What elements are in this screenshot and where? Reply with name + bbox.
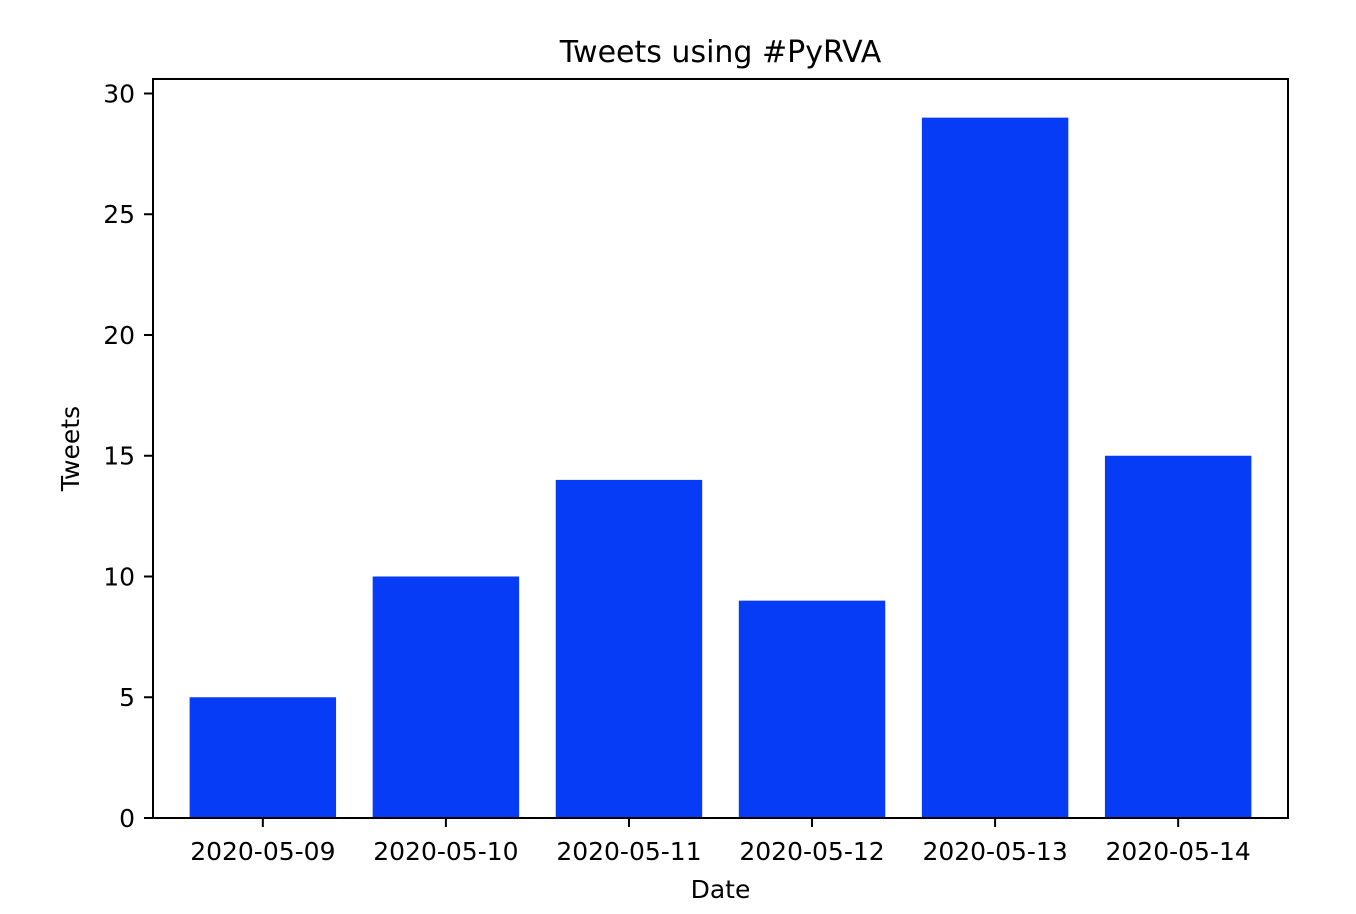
x-tick-label: 2020-05-11 [556,837,701,866]
x-tick-label: 2020-05-10 [373,837,518,866]
y-axis: 0 5 10 15 20 25 30 [103,79,153,833]
y-tick-label: 15 [103,442,135,471]
x-axis: 2020-05-09 2020-05-10 2020-05-11 2020-05-12… [190,818,1251,866]
y-tick-label: 5 [119,683,135,712]
bar-2020-05-13 [921,117,1069,819]
bar-2020-05-12 [738,600,886,818]
x-tick-label: 2020-05-09 [190,837,335,866]
bar-2020-05-14 [1104,455,1252,818]
y-tick-label: 10 [103,562,135,591]
y-tick-label: 25 [103,200,135,229]
bar-2020-05-10 [372,576,520,818]
x-axis-label: Date [691,875,751,904]
x-tick-label: 2020-05-12 [739,837,884,866]
y-tick-label: 0 [119,804,135,833]
y-tick-label: 20 [103,321,135,350]
y-axis-label: Tweets [56,406,85,492]
chart-title: Tweets using #PyRVA [559,35,882,70]
y-tick-label: 30 [103,79,135,108]
x-tick-label: 2020-05-13 [922,837,1067,866]
plot-frame [152,78,1289,819]
x-tick-label: 2020-05-14 [1106,837,1251,866]
bar-2020-05-11 [555,479,703,818]
bars-group [189,117,1252,819]
bar-2020-05-09 [189,697,337,818]
